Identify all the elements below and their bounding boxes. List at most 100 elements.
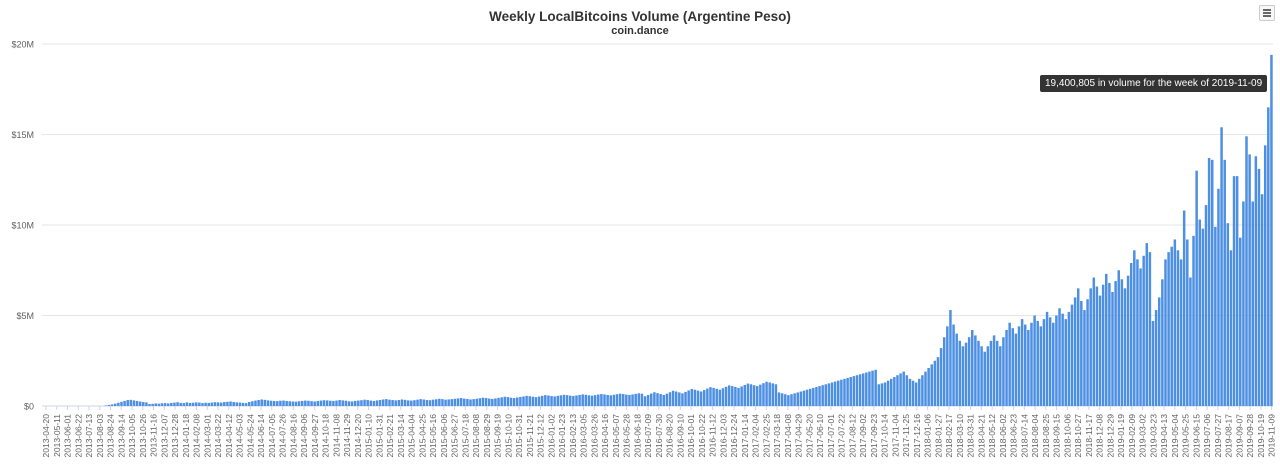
chart-menu-button[interactable] [1259,5,1275,21]
bar [1248,154,1251,406]
bar [1189,277,1192,406]
x-tick-label: 2014-02-08 [192,414,202,458]
x-tick-label: 2016-01-02 [546,414,556,458]
x-tick-label: 2019-07-06 [1202,414,1212,458]
bar [120,401,123,406]
bar [656,393,659,406]
bar [618,393,622,406]
bar [989,340,993,406]
x-tick-label: 2019-09-28 [1245,414,1255,458]
bar [830,382,834,406]
bar [191,402,195,406]
bar [749,384,753,406]
x-tick-label: 2016-05-28 [622,414,632,458]
x-tick-label: 2017-04-08 [783,414,793,458]
bar [603,394,606,406]
bar [921,375,924,406]
bar [266,400,270,406]
y-tick-label: $20M [11,40,34,50]
bar [565,395,569,406]
x-tick-label: 2018-10-27 [1073,414,1083,458]
bar [235,402,239,406]
x-tick-label: 2016-03-05 [579,414,589,458]
bar [1186,239,1189,406]
bar [525,395,528,406]
bar [229,401,232,406]
bar [1095,286,1099,406]
bar [883,382,887,406]
bar [1080,301,1083,406]
bar [933,360,937,406]
bar [534,397,538,406]
bar [438,398,441,406]
bar [843,378,846,406]
x-tick-label: 2019-09-07 [1234,414,1244,458]
bar [528,396,531,406]
x-tick-label: 2019-03-02 [1138,414,1148,458]
bar [503,396,507,406]
bar [808,388,812,406]
bar [1005,329,1008,406]
bar [1158,297,1161,406]
bar [263,399,267,406]
x-tick-label: 2017-05-20 [804,414,814,458]
x-tick-label: 2013-08-03 [95,414,105,458]
bar [952,324,955,406]
bar [182,403,186,406]
bar [640,393,644,406]
bar [1176,250,1180,406]
bar [902,371,905,406]
bar [232,402,235,406]
bar [469,399,472,406]
bar [727,385,731,406]
bar [1014,333,1018,406]
bar [1145,243,1149,406]
bar [322,400,326,406]
bar [855,375,859,406]
x-tick-label: 2016-12-24 [729,414,739,458]
bar [868,371,871,406]
x-tick-label: 2019-08-17 [1224,414,1234,458]
bar [1251,201,1254,406]
bar [219,402,223,406]
bar [357,400,360,406]
x-tick-label: 2015-02-21 [385,414,395,458]
x-tick-label: 2013-12-28 [170,414,180,458]
x-tick-label: 2017-08-12 [847,414,857,458]
bar [238,402,242,406]
bar [313,401,316,406]
bar [1052,322,1055,406]
bar [955,333,958,406]
x-tick-label: 2017-07-22 [837,414,847,458]
bar [815,387,818,406]
bar [805,389,809,406]
bar [693,389,697,406]
bar [665,393,669,406]
bar [949,310,952,406]
x-tick-label: 2016-05-07 [611,414,621,458]
x-tick-label: 2015-08-29 [482,414,492,458]
bar [802,390,806,406]
bar [572,396,575,406]
bar [746,383,750,406]
bar [1245,136,1248,406]
x-tick-label: 2019-02-09 [1127,414,1137,458]
bar [936,357,940,406]
bar [388,399,391,406]
bar [185,402,189,406]
bar [668,392,672,406]
bar [350,401,354,406]
bar [213,402,217,406]
bar [609,395,612,406]
bar [1058,308,1061,406]
bar [743,385,746,406]
bar [148,404,151,406]
bar [1126,275,1130,406]
bar [992,335,996,406]
bar [425,400,429,406]
bar [1179,259,1183,406]
bar [1092,277,1096,406]
x-tick-label: 2018-11-17 [1084,414,1094,457]
bar [509,397,513,406]
bar [659,394,662,406]
